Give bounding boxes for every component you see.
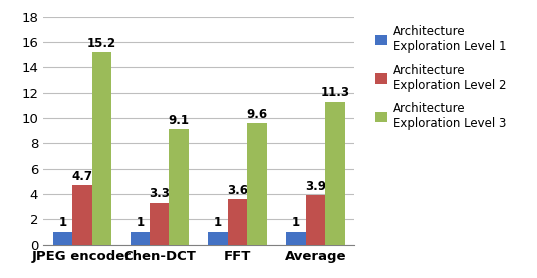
Bar bbox=[130, 232, 150, 245]
Bar bbox=[325, 101, 345, 245]
Bar bbox=[228, 199, 248, 245]
Bar bbox=[286, 232, 306, 245]
Bar bbox=[248, 123, 267, 245]
Text: 3.6: 3.6 bbox=[227, 183, 248, 197]
Bar bbox=[306, 195, 325, 245]
Text: 9.6: 9.6 bbox=[246, 108, 267, 121]
Bar bbox=[53, 232, 72, 245]
Text: 1: 1 bbox=[292, 217, 300, 229]
Bar bbox=[92, 52, 111, 245]
Bar bbox=[208, 232, 228, 245]
Text: 3.3: 3.3 bbox=[149, 187, 170, 200]
Text: 4.7: 4.7 bbox=[71, 170, 92, 183]
Bar bbox=[72, 185, 92, 245]
Bar bbox=[150, 203, 170, 245]
Text: 3.9: 3.9 bbox=[305, 180, 326, 193]
Text: 1: 1 bbox=[136, 217, 144, 229]
Text: 11.3: 11.3 bbox=[321, 86, 350, 99]
Text: 1: 1 bbox=[214, 217, 222, 229]
Bar bbox=[170, 129, 189, 245]
Legend: Architecture
Exploration Level 1, Architecture
Exploration Level 2, Architecture: Architecture Exploration Level 1, Archit… bbox=[373, 23, 509, 133]
Text: 9.1: 9.1 bbox=[169, 114, 190, 127]
Text: 1: 1 bbox=[59, 217, 67, 229]
Text: 15.2: 15.2 bbox=[87, 37, 116, 49]
